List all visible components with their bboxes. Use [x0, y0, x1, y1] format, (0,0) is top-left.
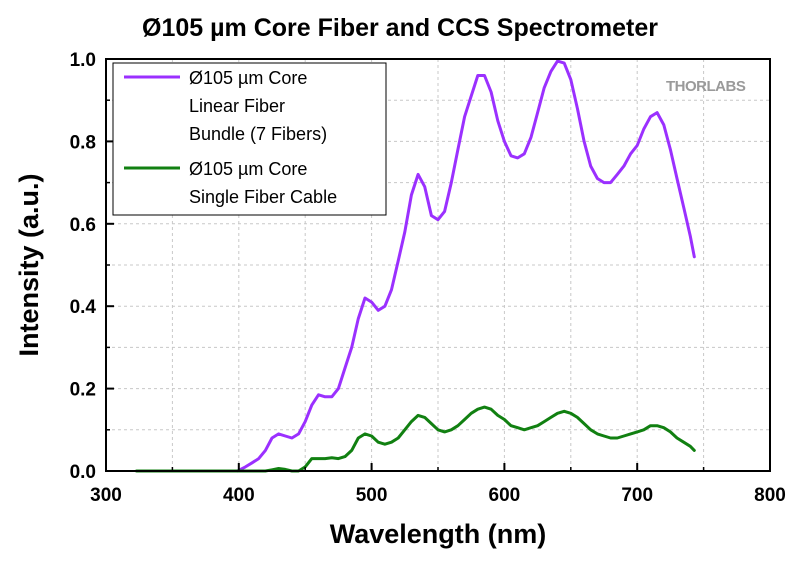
thorlabs-watermark: THORLABS — [666, 78, 746, 95]
y-tick-label: 0.4 — [70, 297, 97, 318]
grid — [106, 59, 770, 471]
x-tick-label: 400 — [223, 485, 255, 506]
legend: Ø105 µm Core Linear Fiber Bundle (7 Fibe… — [112, 62, 387, 216]
series-layer — [135, 59, 696, 473]
y-axis-ticks: 0.0 0.2 0.4 0.6 0.8 1.0 — [70, 50, 114, 483]
x-tick-label: 300 — [90, 485, 122, 506]
x-tick-label: 700 — [621, 485, 653, 506]
y-axis-label: Intensity (a.u.) — [14, 173, 44, 356]
y-tick-label: 0.0 — [70, 462, 96, 483]
x-axis-ticks: 300 400 500 600 700 800 — [90, 463, 786, 506]
legend-label-linear-bundle-line-1: Ø105 µm Core — [189, 68, 307, 88]
x-tick-label: 600 — [489, 485, 521, 506]
x-tick-label: 800 — [754, 485, 786, 506]
series-line-0 — [236, 59, 696, 473]
x-tick-label: 500 — [356, 485, 388, 506]
legend-label-single-fiber-line-2: Single Fiber Cable — [189, 187, 337, 207]
legend-box — [112, 62, 387, 216]
series-line-1 — [135, 405, 696, 473]
legend-label-single-fiber-line-1: Ø105 µm Core — [189, 159, 307, 179]
y-tick-label: 1.0 — [70, 50, 96, 71]
y-tick-label: 0.6 — [70, 215, 96, 236]
legend-label-linear-bundle-line-3: Bundle (7 Fibers) — [189, 124, 327, 144]
y-tick-label: 0.8 — [70, 132, 96, 153]
chart-title: Ø105 µm Core Fiber and CCS Spectrometer — [142, 14, 658, 42]
x-axis-label: Wavelength (nm) — [330, 519, 547, 549]
legend-label-linear-bundle-line-2: Linear Fiber — [189, 96, 285, 116]
y-tick-label: 0.2 — [70, 380, 96, 401]
